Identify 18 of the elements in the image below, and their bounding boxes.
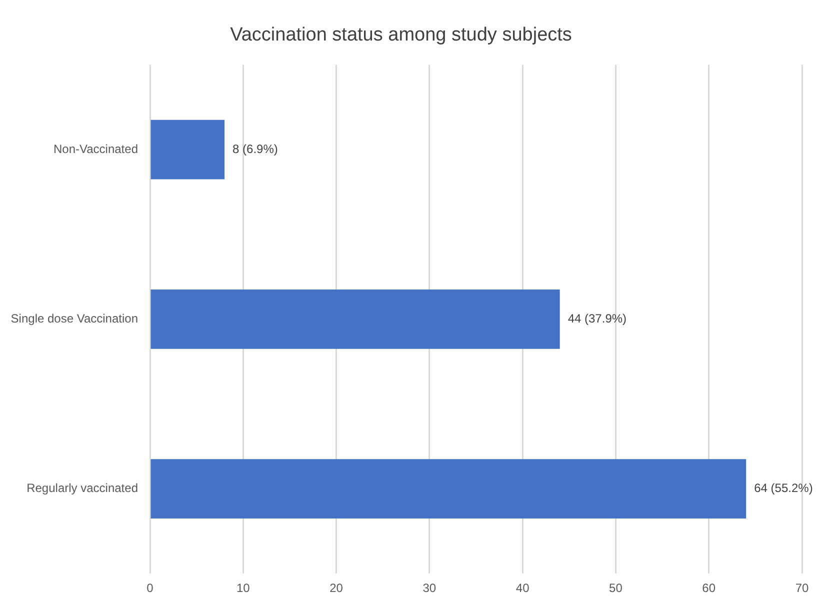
x-tick-label: 60 — [702, 581, 716, 596]
x-tick-label: 30 — [422, 581, 436, 596]
chart-title: Vaccination status among study subjects — [230, 24, 572, 46]
y-tick-label: Regularly vaccinated — [26, 481, 138, 496]
data-label: 8 (6.9%) — [232, 142, 278, 156]
bar — [150, 120, 225, 180]
y-tick-label: Non-Vaccinated — [54, 142, 138, 156]
bar — [150, 290, 560, 349]
y-tick-label: Single dose Vaccination — [10, 312, 138, 326]
x-tick-label: 70 — [795, 581, 809, 596]
x-tick-label: 20 — [330, 581, 344, 596]
bar — [150, 459, 746, 518]
x-tick-label: 0 — [146, 581, 154, 596]
x-tick-label: 10 — [236, 581, 250, 596]
data-label: 44 (37.9%) — [568, 312, 627, 326]
x-tick-label: 50 — [609, 581, 623, 596]
data-label: 64 (55.2%) — [754, 481, 813, 496]
x-tick-label: 40 — [516, 581, 530, 596]
